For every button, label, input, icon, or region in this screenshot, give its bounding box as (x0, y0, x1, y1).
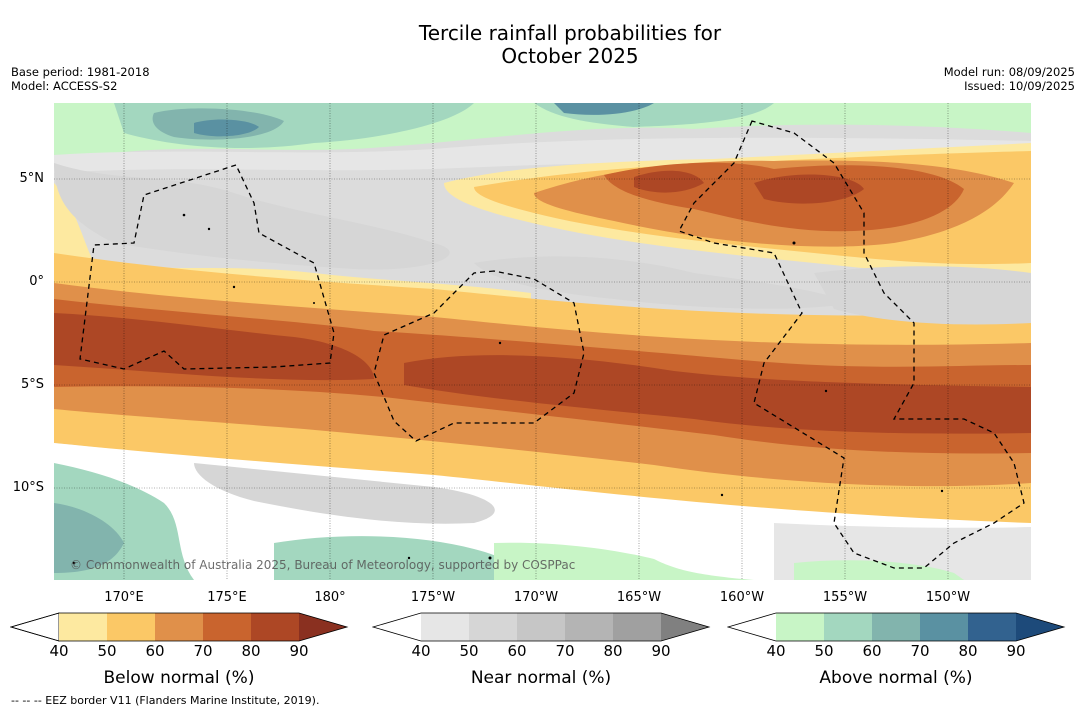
below-normal-colorbar (10, 612, 349, 642)
above-normal-swatch-4 (920, 613, 968, 641)
above-normal-swatch-5 (968, 613, 1016, 641)
lat-label-0: 0° (29, 274, 44, 289)
above-normal-tick: 40 (766, 642, 786, 660)
above-normal-swatch-3 (872, 613, 920, 641)
lon-label-170e: 170°E (104, 590, 144, 605)
above-normal-swatch-2 (824, 613, 872, 641)
eez-footer-note: -- -- -- EEZ border V11 (Flanders Marine… (11, 694, 320, 707)
below-normal-swatch-4 (203, 613, 251, 641)
near-normal-swatch-4 (565, 613, 613, 641)
above-normal-swatch-0 (728, 613, 776, 641)
near-normal-region (474, 256, 854, 309)
model-run: Model run: 08/09/2025 (943, 65, 1075, 79)
meta-right: Model run: 08/09/2025 Issued: 10/09/2025 (944, 65, 1075, 93)
near-normal-region (814, 266, 1031, 325)
near-normal-tick: 90 (651, 642, 671, 660)
below-normal-tick: 80 (241, 642, 261, 660)
above-normal-tick: 70 (910, 642, 930, 660)
islands (72, 213, 944, 565)
below-normal-tick: 40 (49, 642, 69, 660)
below-normal-label: Below normal (%) (103, 668, 255, 688)
lon-label-150w: 150°W (925, 590, 971, 605)
near-normal-tick: 70 (555, 642, 575, 660)
near-normal-swatch-5 (613, 613, 661, 641)
above-normal-tick: 50 (814, 642, 834, 660)
near-normal-tick: 50 (459, 642, 479, 660)
lon-label-170w: 170°W (513, 590, 559, 605)
issued-date: Issued: 10/09/2025 (964, 79, 1075, 93)
above-normal-region (54, 503, 124, 573)
above-normal-swatch-1 (776, 613, 824, 641)
lon-label-160w: 160°W (719, 590, 765, 605)
below-normal-tick: 90 (289, 642, 309, 660)
below-normal-swatch-5 (251, 613, 299, 641)
below-normal-region (754, 174, 864, 204)
above-normal-swatch-6 (1016, 613, 1064, 641)
below-normal-region (404, 355, 1031, 434)
near-normal-tick: 80 (603, 642, 623, 660)
near-normal-tick: 40 (411, 642, 431, 660)
near-normal-region (194, 463, 495, 524)
lon-label-165w: 165°W (616, 590, 662, 605)
copyright-notice: © Commonwealth of Australia 2025, Bureau… (70, 558, 576, 572)
below-normal-region (634, 170, 704, 193)
below-normal-swatch-6 (299, 613, 347, 641)
near-normal-swatch-1 (421, 613, 469, 641)
below-normal-swatch-1 (59, 613, 107, 641)
near-normal-swatch-6 (661, 613, 709, 641)
near-normal-region (54, 137, 1031, 173)
near-normal-swatch-0 (373, 613, 421, 641)
lat-label-5s: 5°S (20, 377, 44, 392)
near-normal-swatch-3 (517, 613, 565, 641)
above-normal-region (194, 119, 259, 137)
above-normal-tick: 80 (958, 642, 978, 660)
above-normal-region (554, 103, 654, 115)
title-line-1: Tercile rainfall probabilities for (418, 21, 722, 45)
graticule (54, 103, 1031, 580)
near-normal-swatch-2 (469, 613, 517, 641)
below-normal-tick: 50 (97, 642, 117, 660)
lon-label-180: 180° (314, 590, 346, 605)
near-normal-tick: 60 (507, 642, 527, 660)
above-normal-tick: 60 (862, 642, 882, 660)
above-normal-region (274, 536, 534, 580)
map-panel (54, 103, 1031, 580)
below-normal-swatch-0 (10, 612, 60, 642)
lon-label-175w: 175°W (410, 590, 456, 605)
lat-label-10s: 10°S (12, 480, 44, 495)
model-name: Model: ACCESS-S2 (11, 79, 118, 93)
title-line-2: October 2025 (501, 44, 639, 68)
meta-left: Base period: 1981-2018 Model: ACCESS-S2 (11, 65, 150, 93)
lon-label-155w: 155°W (822, 590, 868, 605)
above-normal-label: Above normal (%) (819, 668, 973, 688)
near-normal-region (54, 163, 450, 270)
lon-label-175e: 175°E (207, 590, 247, 605)
below-normal-tick: 60 (145, 642, 165, 660)
below-normal-tick: 70 (193, 642, 213, 660)
below-normal-swatch-3 (155, 613, 203, 641)
rainfall-map (54, 103, 1031, 580)
above-normal-region (794, 560, 964, 580)
above-normal-region (494, 542, 754, 580)
above-normal-tick: 90 (1006, 642, 1026, 660)
base-period: Base period: 1981-2018 (11, 65, 150, 79)
eez-borders (79, 120, 1025, 569)
near-normal-colorbar (372, 612, 711, 642)
lat-label-5n: 5°N (19, 171, 45, 186)
below-normal-swatch-2 (107, 613, 155, 641)
near-normal-label: Near normal (%) (470, 668, 612, 688)
above-normal-colorbar (727, 612, 1066, 642)
below-normal-region (54, 313, 374, 381)
map-title: Tercile rainfall probabilities for Octob… (0, 22, 1085, 68)
